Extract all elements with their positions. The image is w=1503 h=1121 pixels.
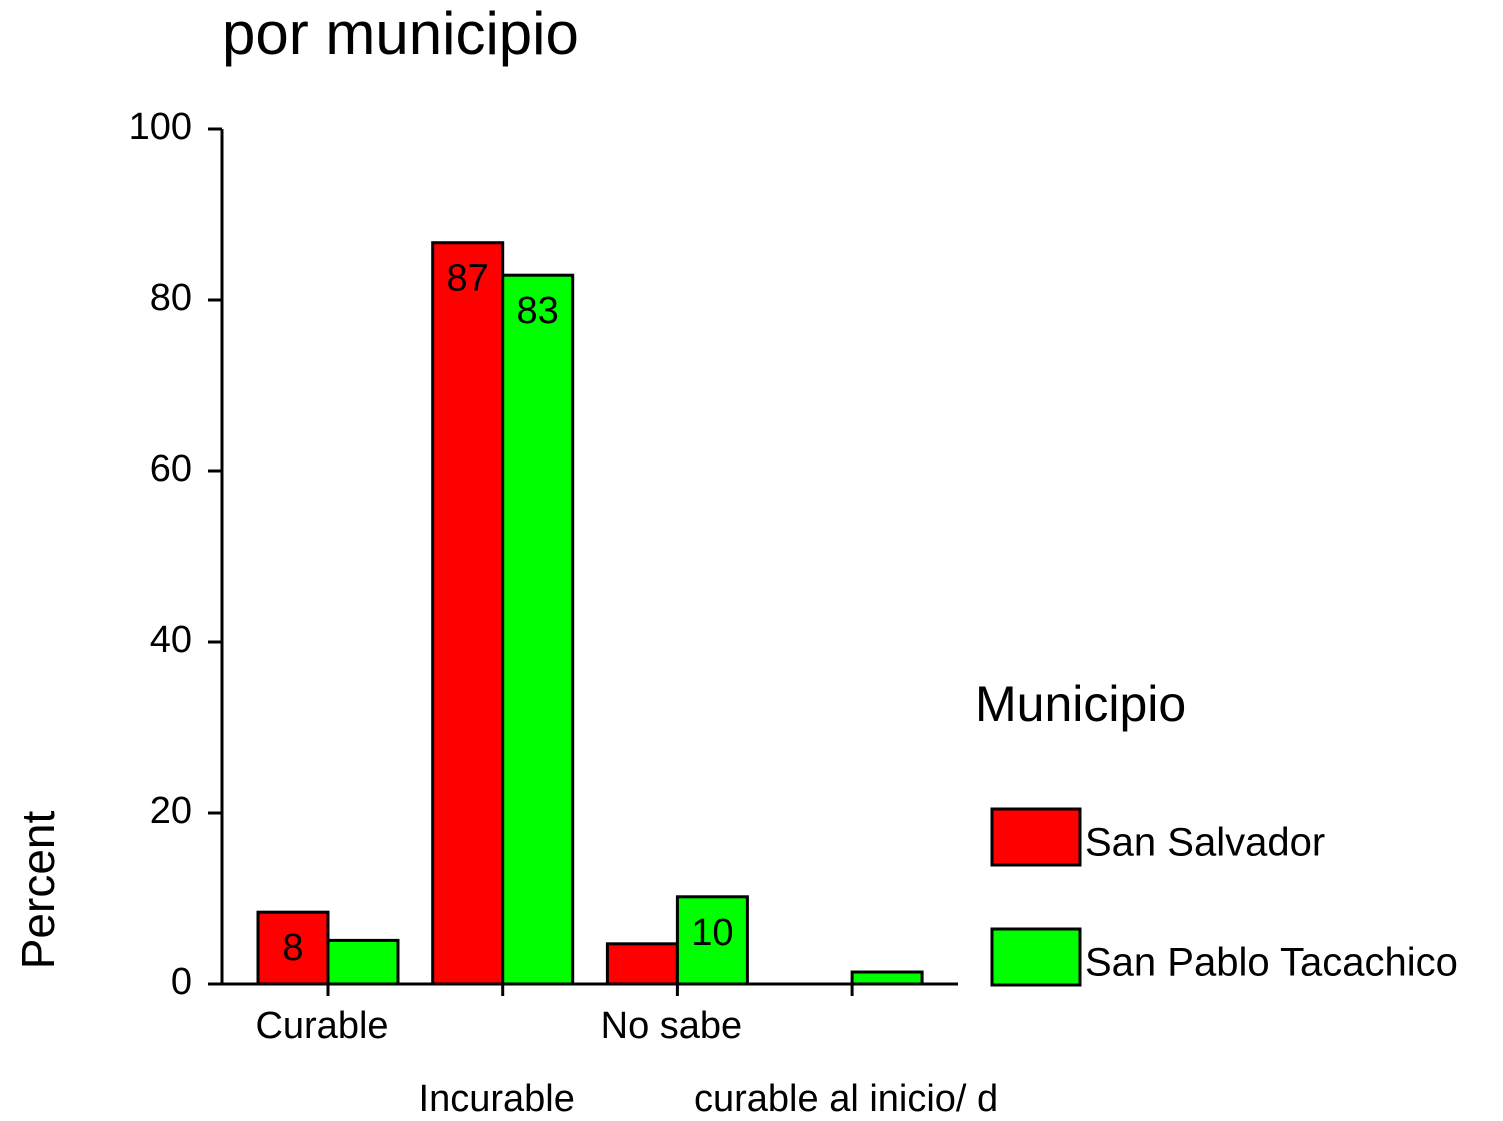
- bar: [326, 938, 400, 986]
- value-label: 87: [447, 258, 489, 300]
- legend-swatch: [990, 807, 1082, 867]
- y-tick-label: 20: [150, 790, 192, 832]
- y-tick-label: 100: [129, 106, 192, 148]
- chart-title: por municipio: [222, 0, 579, 67]
- value-label: 10: [691, 912, 733, 954]
- bar: [850, 970, 924, 986]
- y-tick-label: 80: [150, 277, 192, 319]
- x-tick-label: Incurable: [419, 1078, 575, 1120]
- y-tick-label: 0: [171, 961, 192, 1003]
- bar: [431, 241, 505, 986]
- x-tick-label: No sabe: [601, 1005, 743, 1047]
- y-axis-label: Percent: [12, 811, 64, 970]
- value-label: 83: [517, 290, 559, 332]
- value-label: 8: [282, 927, 303, 969]
- y-tick-label: 60: [150, 448, 192, 490]
- bar: [605, 942, 679, 986]
- legend-label: San Pablo Tacachico: [1085, 941, 1458, 985]
- x-tick-label: Curable: [255, 1005, 388, 1047]
- legend-label: San Salvador: [1085, 821, 1325, 865]
- y-tick-label: 40: [150, 619, 192, 661]
- legend-title: Municipio: [975, 676, 1186, 732]
- x-tick-label: curable al inicio/ d: [694, 1078, 998, 1120]
- legend-swatch: [990, 927, 1082, 987]
- bar: [501, 273, 575, 986]
- bar: [675, 895, 749, 986]
